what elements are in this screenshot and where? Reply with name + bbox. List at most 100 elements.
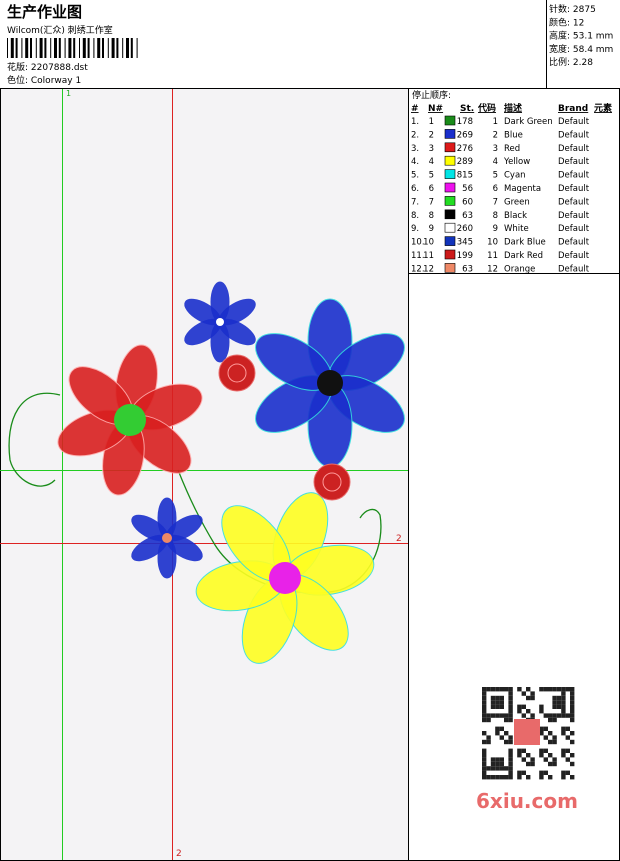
qr-module xyxy=(521,713,526,718)
qr-module xyxy=(508,735,513,740)
qr-module xyxy=(552,739,557,745)
table-cell: 11 xyxy=(487,251,498,261)
flower-center xyxy=(216,318,224,326)
table-cell: Black xyxy=(504,211,527,221)
qr-module xyxy=(517,775,522,780)
qr-module xyxy=(499,695,504,701)
table-cell: Red xyxy=(504,144,520,154)
qr-module xyxy=(539,687,544,692)
table-cell: Yellow xyxy=(503,157,530,167)
qr-module xyxy=(490,700,496,705)
table-cell: 5 xyxy=(493,171,498,181)
bar xyxy=(39,38,43,58)
qr-module xyxy=(526,761,531,767)
qr-module xyxy=(495,726,500,731)
table-cell: 12 xyxy=(487,264,498,274)
color-swatch xyxy=(444,236,456,246)
qr-module xyxy=(482,757,487,762)
qr-module xyxy=(490,761,496,767)
table-cell: Default xyxy=(558,117,590,127)
table-cell: Default xyxy=(558,197,590,207)
table-cell: Default xyxy=(558,251,590,261)
table-cell: 199 xyxy=(457,251,473,261)
flower-center xyxy=(162,533,172,543)
table-cell: 5. xyxy=(411,171,419,181)
qr-module xyxy=(508,766,513,771)
rose xyxy=(322,472,342,492)
qr-module xyxy=(526,775,531,780)
table-cell: 6 xyxy=(493,184,498,194)
qr-module xyxy=(482,709,487,714)
table-header: Brand xyxy=(558,104,588,114)
table-cell: Default xyxy=(558,211,590,221)
table-cell: 3. xyxy=(411,144,419,154)
qr-module xyxy=(508,770,513,775)
qr-module xyxy=(543,770,548,775)
qr-module xyxy=(482,713,487,718)
table-cell: 289 xyxy=(457,157,473,167)
table-header: N# xyxy=(428,104,443,114)
table-cell: White xyxy=(504,224,529,234)
table-cell: Default xyxy=(558,157,590,167)
bar xyxy=(58,38,61,58)
table-cell: Default xyxy=(558,238,590,248)
qr-module xyxy=(561,709,566,714)
table-cell: 2 xyxy=(493,130,498,140)
qr-module xyxy=(552,687,557,692)
qr-module xyxy=(539,704,544,709)
table-cell: 3 xyxy=(493,144,498,154)
table-cell: Default xyxy=(558,264,590,274)
color-swatch xyxy=(444,115,456,126)
qr-module xyxy=(486,717,491,723)
color-swatch xyxy=(444,182,456,193)
qr-module xyxy=(570,761,575,767)
qr-module xyxy=(490,757,496,762)
qr-module xyxy=(570,700,575,705)
qr-module xyxy=(508,757,513,762)
qr-module xyxy=(490,766,496,771)
table-cell: 11 xyxy=(423,251,434,261)
table-cell: Green xyxy=(504,197,530,207)
table-cell: 815 xyxy=(457,171,473,181)
table-header: 元素 xyxy=(594,102,612,114)
qr-module xyxy=(570,753,575,758)
color-swatch xyxy=(444,222,456,233)
qr-module xyxy=(490,704,496,709)
table-cell: 276 xyxy=(457,144,473,154)
qr-module xyxy=(526,687,531,692)
qr-module xyxy=(504,713,509,718)
table-title: 停止顺序: xyxy=(412,89,451,101)
table-header: St. xyxy=(460,104,474,114)
qr-module xyxy=(486,687,491,692)
table-header: 描述 xyxy=(504,102,522,114)
qr-module xyxy=(561,704,566,709)
table-cell: 3 xyxy=(429,144,434,154)
qr-module xyxy=(556,713,562,718)
color-swatch xyxy=(444,249,456,260)
table-cell: 2 xyxy=(429,130,434,140)
qr-module xyxy=(504,775,509,780)
qr-module xyxy=(495,775,500,780)
qr-module xyxy=(548,687,553,692)
qr-module xyxy=(543,757,548,762)
table-cell: Orange xyxy=(504,264,535,274)
table-cell: 178 xyxy=(457,117,473,127)
table-cell: 4 xyxy=(429,157,434,167)
qr-module xyxy=(539,731,544,736)
colorway: 色位: Colorway 1 xyxy=(7,74,81,86)
qr-module xyxy=(565,748,570,753)
table-cell: Default xyxy=(558,130,590,140)
table-cell: Default xyxy=(558,184,590,194)
table-cell: 9. xyxy=(411,224,419,234)
table-cell: 345 xyxy=(457,238,473,248)
qr-module xyxy=(539,753,544,758)
qr-module xyxy=(565,713,570,718)
qr-module xyxy=(570,691,575,696)
qr-module xyxy=(499,775,504,780)
qr-module xyxy=(570,775,575,780)
table-cell: 10. xyxy=(411,238,425,248)
table-cell: 60 xyxy=(462,197,473,207)
header-bg xyxy=(0,0,620,88)
bar xyxy=(116,38,119,58)
qr-module xyxy=(517,748,522,753)
